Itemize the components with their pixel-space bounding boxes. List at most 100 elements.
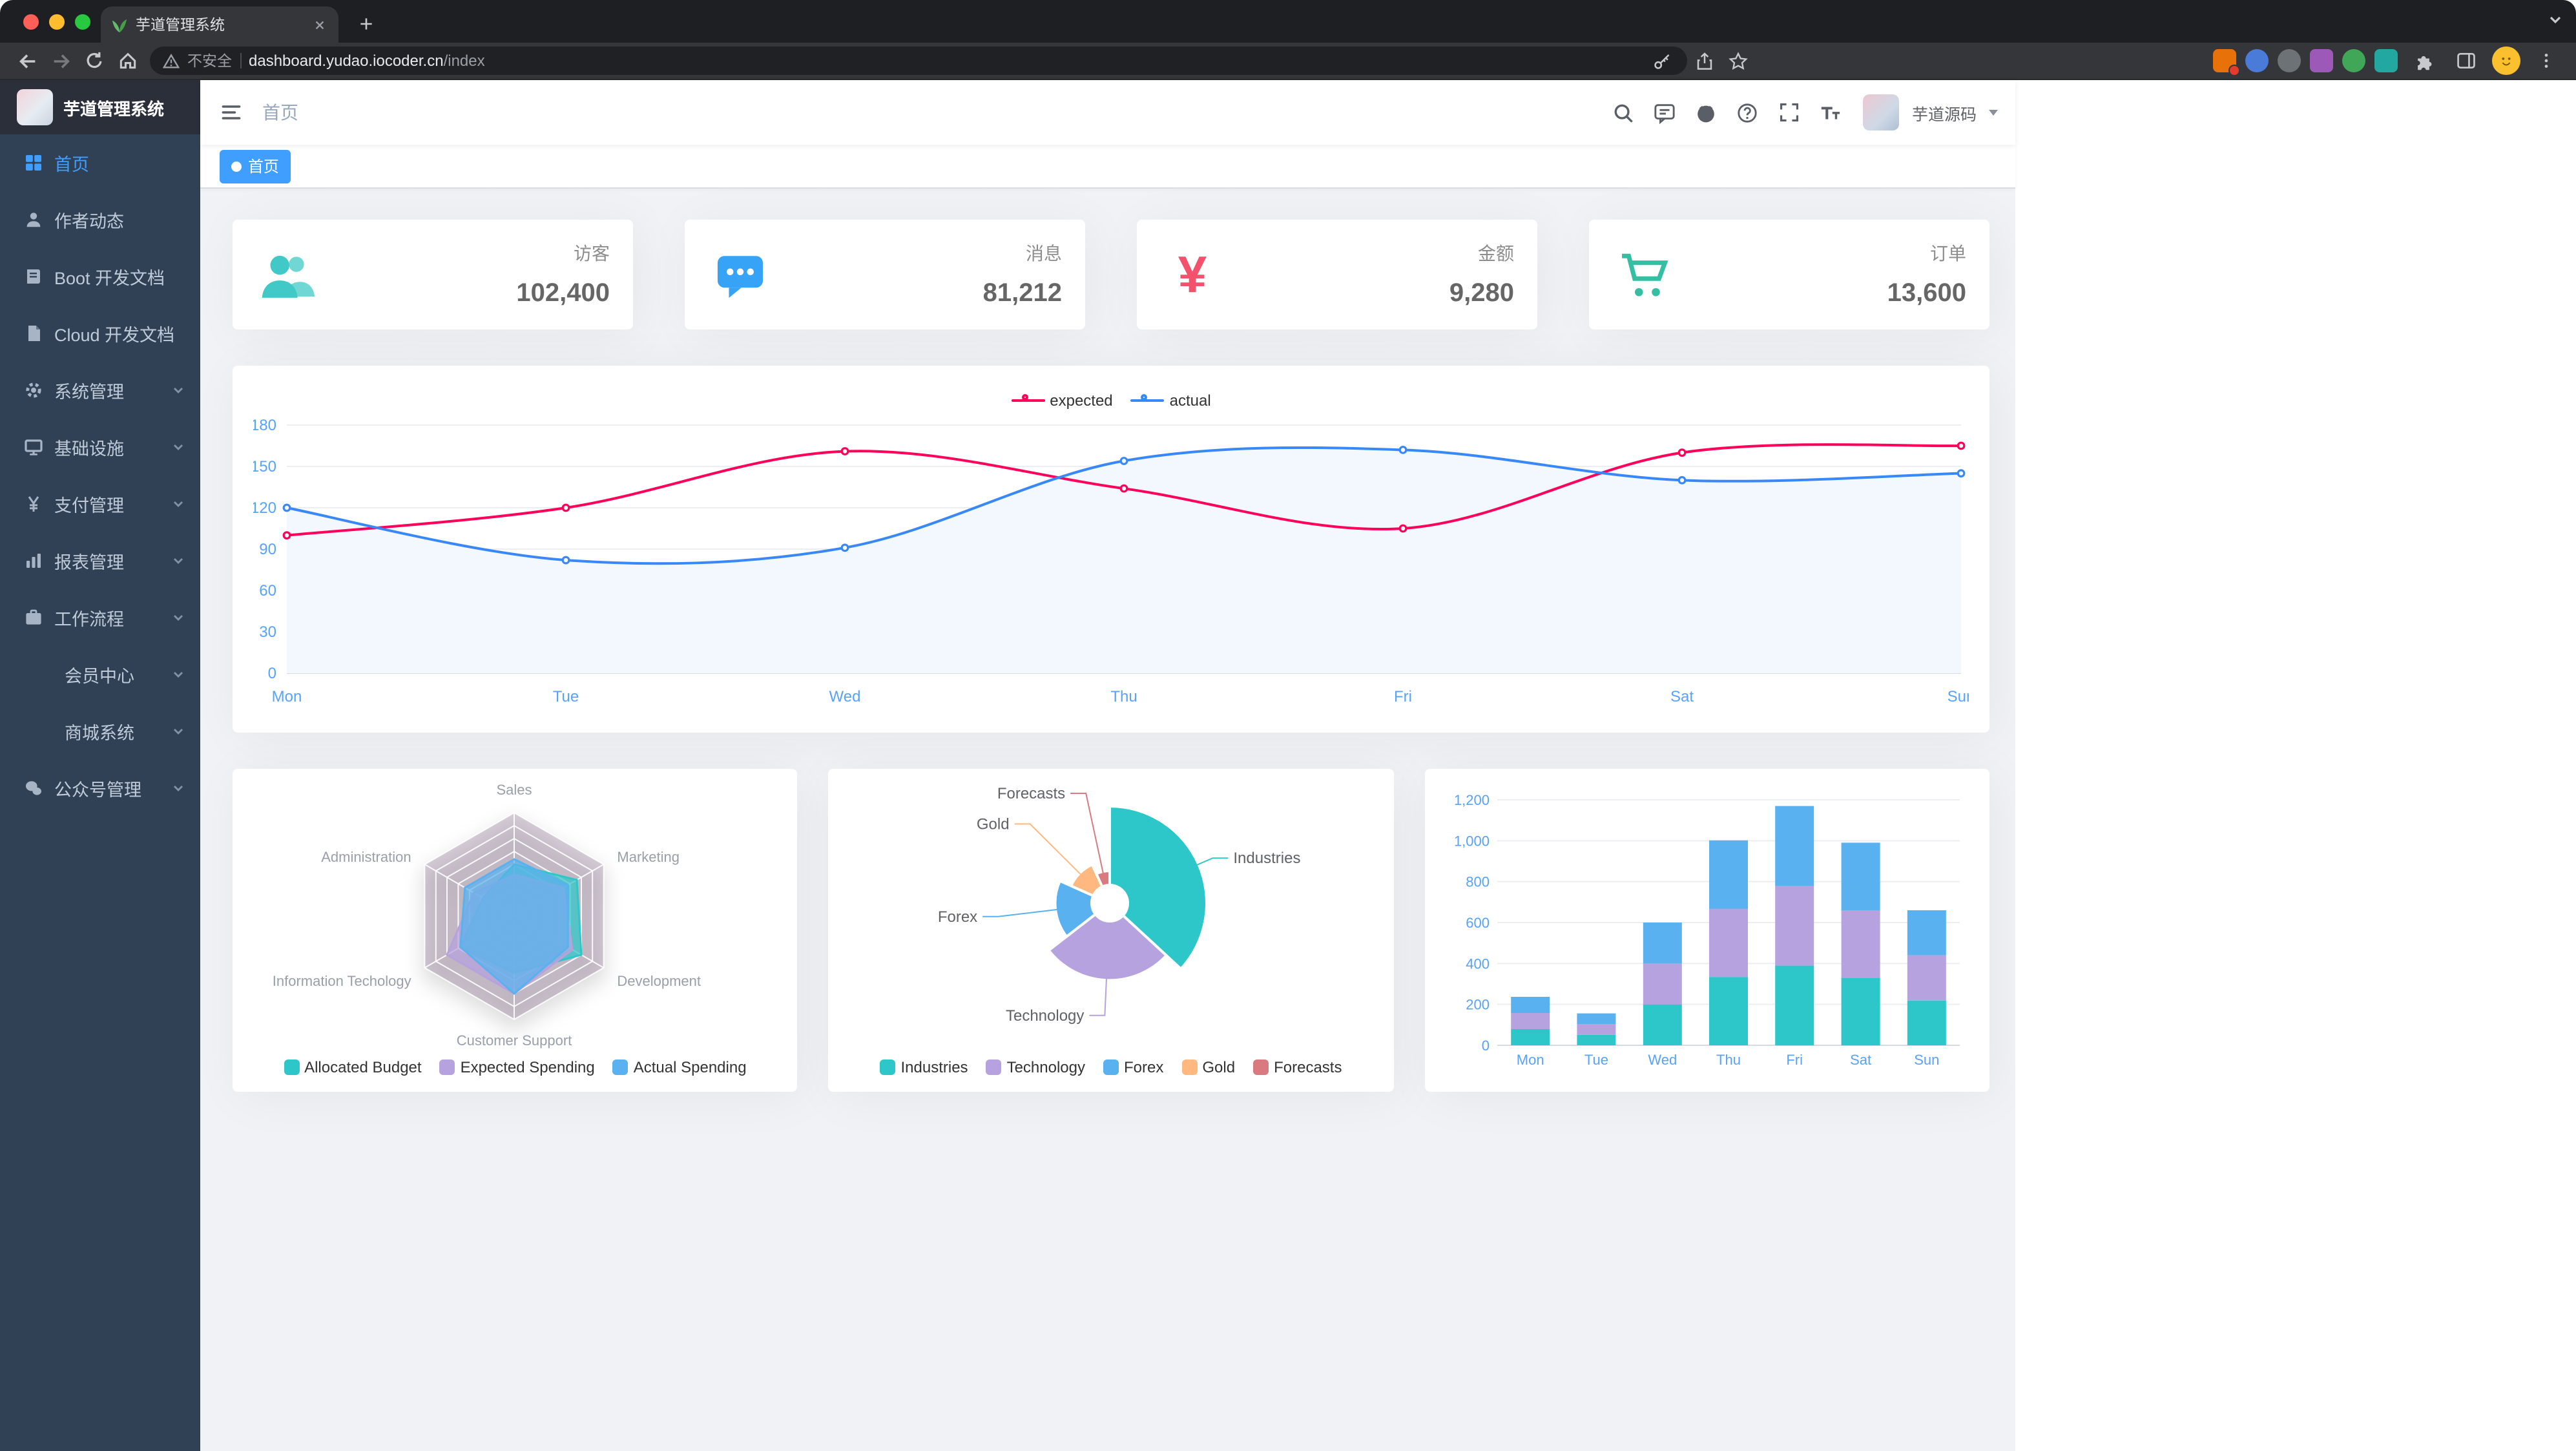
legend-item-actual-spending[interactable]: Actual Spending [612,1058,747,1076]
chevron-down-icon [172,725,185,738]
security-chip-label[interactable]: 不安全 [187,54,232,70]
dashboard-content: 访客 102,400 消息 81,212 [200,189,2015,1451]
legend-chip [1253,1060,1269,1075]
side-panel-icon[interactable] [2449,44,2483,78]
sidebar-item-official-account[interactable]: 公众号管理 [0,760,200,817]
svg-text:60: 60 [259,582,276,600]
browser-profile-avatar[interactable] [2492,47,2520,75]
admin-app: 芋道管理系统 首页 作者动态 Boot 开发文档 [0,80,2015,1451]
browser-extension-icon[interactable] [2245,49,2269,72]
stat-panel-group: 访客 102,400 消息 81,212 [233,220,1989,329]
svg-text:Tue: Tue [553,688,579,705]
page-right-blank [2015,80,2576,1451]
home-button[interactable] [111,44,145,78]
bar-chart-canvas[interactable]: 0 200 400 600 800 1,000 1,200 Mon Tue Wed Thu Fri Sa… [1445,782,1968,1081]
legend-item-expected[interactable]: expected [1011,391,1113,410]
sidebar-item-home[interactable]: 首页 [0,134,200,191]
sidebar-item-boot-docs[interactable]: Boot 开发文档 [0,248,200,305]
legend-label: Industries [900,1058,968,1076]
sidebar-item-member-center[interactable]: 会员中心 [0,646,200,703]
question-help-icon[interactable] [1731,96,1765,129]
tab-search-chevron-icon[interactable] [2548,12,2563,27]
briefcase-icon [23,607,44,628]
visitors-stat-card[interactable]: 访客 102,400 [233,220,633,329]
window-zoom-button[interactable] [75,14,90,30]
user-avatar[interactable] [1862,94,1899,130]
search-icon[interactable] [1607,96,1641,129]
svg-text:1,200: 1,200 [1453,792,1489,808]
extensions-puzzle-icon[interactable] [2407,44,2440,78]
bottom-charts-row: Sales Administration Information Techology… [233,769,1989,1092]
sidebar-item-workflow[interactable]: 工作流程 [0,589,200,646]
browser-toolbar: 不安全 dashboard.yudao.iocoder.cn/index [0,43,2576,80]
legend-label: Gold [1202,1058,1236,1076]
main-area: 首页 [200,80,2015,1451]
orders-stat-card[interactable]: 订单 13,600 [1589,220,1989,329]
legend-item-expected-spending[interactable]: Expected Spending [439,1058,595,1076]
breadcrumb[interactable]: 首页 [262,102,298,123]
sidebar-item-reports[interactable]: 报表管理 [0,532,200,589]
window-close-button[interactable] [23,14,39,30]
legend-chip [439,1060,455,1075]
tab-close-icon[interactable] [310,16,328,34]
browser-extension-icon[interactable] [2374,49,2398,72]
username[interactable]: 芋道源码 [1911,105,1977,123]
browser-tab[interactable]: 芋道管理系统 [101,6,338,43]
share-icon[interactable] [1687,44,1721,78]
back-button[interactable] [10,44,44,78]
pie-chart-canvas[interactable]: Industries Technology Forex Gold Forecasts [849,782,1373,1053]
legend-label: Forex [1124,1058,1164,1076]
people-icon [23,209,44,230]
app-logo[interactable]: 芋道管理系统 [0,80,200,134]
bookmark-star-icon[interactable] [1721,44,1754,78]
legend-item-allocated-budget[interactable]: Allocated Budget [284,1058,422,1076]
font-size-icon[interactable] [1814,96,1847,129]
browser-tab-strip: 芋道管理系统 [0,0,2576,43]
tab-title: 芋道管理系统 [136,18,225,34]
browser-extension-icon[interactable] [2342,49,2365,72]
github-icon[interactable] [1690,96,1723,129]
amount-stat-card[interactable]: ¥ 金额 9,280 [1137,220,1537,329]
legend-item-forex[interactable]: Forex [1103,1058,1163,1076]
sidebar-item-mall-system[interactable]: 商城系统 [0,703,200,760]
stat-value: 9,280 [1449,279,1514,308]
sidebar-item-infra[interactable]: 基础设施 [0,419,200,475]
legend-item-gold[interactable]: Gold [1181,1058,1235,1076]
svg-text:600: 600 [1466,915,1490,931]
legend-chip [1181,1060,1198,1075]
legend-chip [986,1060,1002,1075]
legend-line-marker [1011,394,1045,407]
tag-home[interactable]: 首页 [220,149,291,183]
svg-text:Wed: Wed [829,688,861,705]
reload-button[interactable] [78,44,111,78]
svg-text:Technology: Technology [1006,1007,1085,1025]
forward-button[interactable] [44,44,78,78]
new-tab-button[interactable] [351,9,380,37]
message-icon[interactable] [1648,96,1682,129]
line-chart-canvas[interactable]: 0 30 60 90 120 150 180 Mon Tue Wed Thu Fri Sat Sun [253,415,1969,712]
radar-chart-canvas[interactable]: Sales Administration Information Techology… [253,782,776,1053]
address-bar[interactable]: 不安全 dashboard.yudao.iocoder.cn/index [150,47,1687,75]
logo-image [17,89,53,125]
sidebar-item-author[interactable]: 作者动态 [0,191,200,248]
browser-extension-icon[interactable] [2310,49,2333,72]
legend-item-industries[interactable]: Industries [880,1058,968,1076]
chevron-down-icon [172,668,185,681]
sidebar: 芋道管理系统 首页 作者动态 Boot 开发文档 [0,80,200,1451]
messages-stat-card[interactable]: 消息 81,212 [685,220,1085,329]
window-minimize-button[interactable] [49,14,65,30]
sidebar-item-cloud-docs[interactable]: Cloud 开发文档 [0,305,200,362]
line-chart-card: expected actual 0 30 60 90 120 150 180 Mon Tue Wed… [233,366,1989,733]
legend-item-technology[interactable]: Technology [986,1058,1085,1076]
browser-extension-icon[interactable] [2278,49,2301,72]
hamburger-menu-icon[interactable] [200,80,262,145]
password-key-icon[interactable] [1648,48,1674,74]
browser-extension-icon[interactable] [2213,49,2240,76]
fullscreen-icon[interactable] [1772,96,1806,129]
sidebar-item-payment[interactable]: 支付管理 [0,475,200,532]
legend-item-actual[interactable]: actual [1130,391,1211,410]
sidebar-item-system[interactable]: 系统管理 [0,362,200,419]
stat-title: 金额 [1478,243,1514,264]
legend-item-forecasts[interactable]: Forecasts [1253,1058,1342,1076]
browser-menu-kebab-icon[interactable] [2529,44,2563,78]
